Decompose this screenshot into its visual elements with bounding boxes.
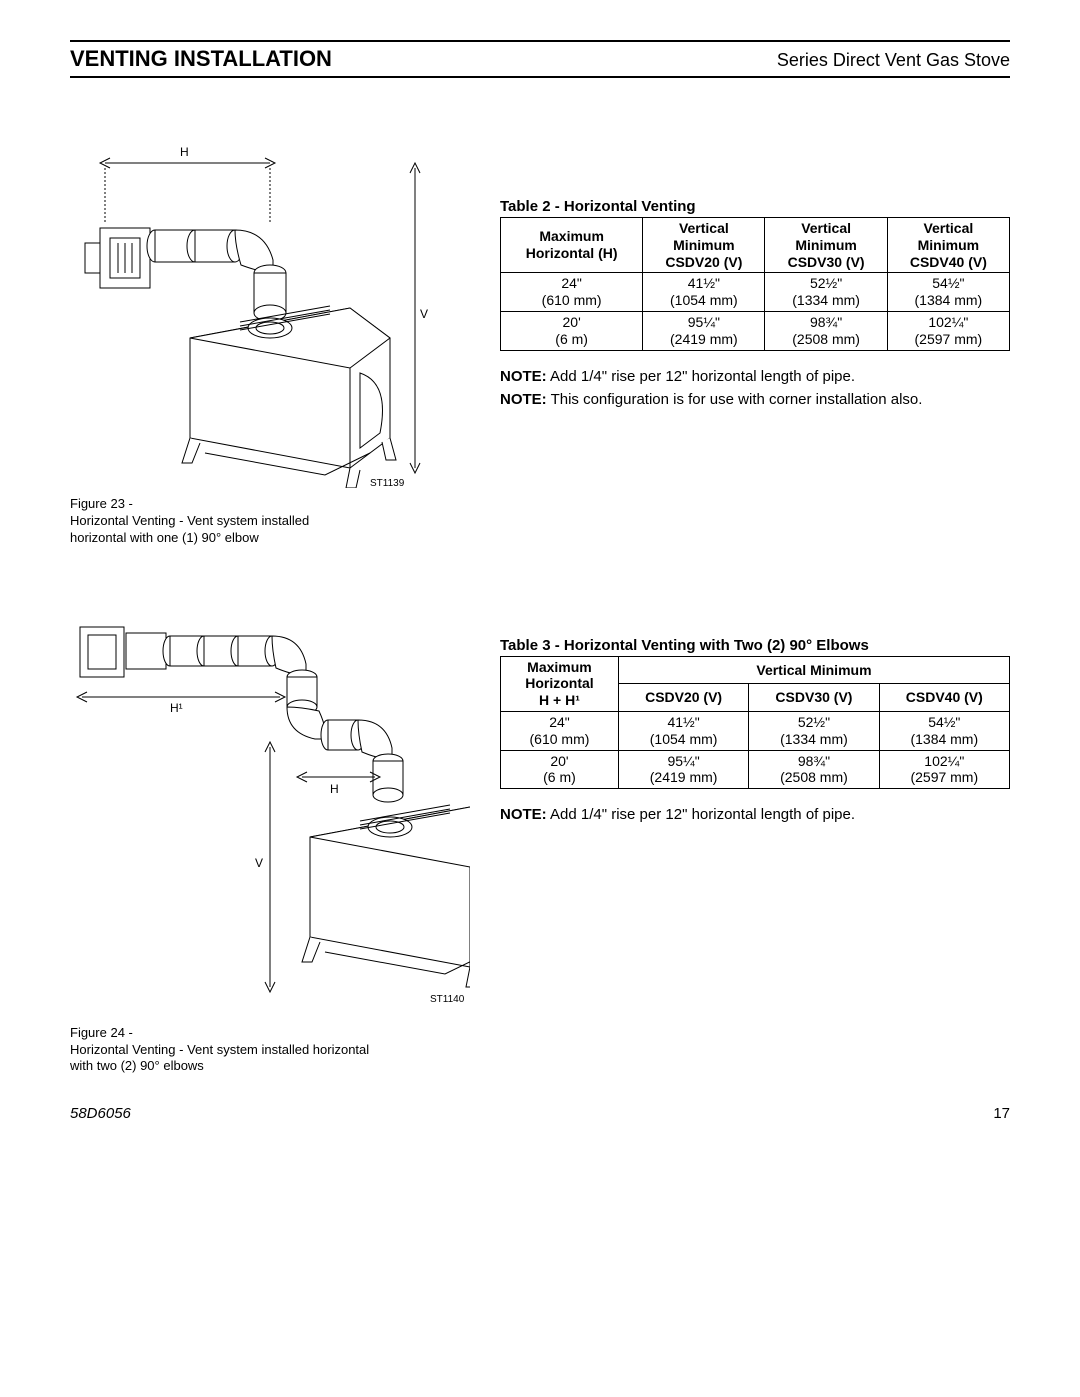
t3-h3: CSDV30 (V) (749, 684, 879, 712)
section-table2: V H ST1139 Figure 23 - Horizontal Ventin… (70, 108, 1010, 547)
figure23-caption: Figure 23 - Horizontal Venting - Vent sy… (70, 496, 470, 547)
page-header: VENTING INSTALLATION Series Direct Vent … (70, 40, 1010, 78)
dim-v-label: V (420, 307, 428, 321)
t3-h1: Maximum Horizontal H + H¹ (501, 656, 619, 711)
fig23-cap3: horizontal with one (1) 90° elbow (70, 530, 259, 545)
table2-note2: NOTE: This configuration is for use with… (500, 390, 1010, 410)
table-row: 20'(6 m) 95¼"(2419 mm) 98¾"(2508 mm) 102… (501, 311, 1010, 350)
dim-h-label: H (180, 145, 189, 159)
page-footer: 58D6056 17 (70, 1105, 1010, 1122)
t3-h2: CSDV20 (V) (618, 684, 748, 712)
fig24-cap1: Figure 24 - (70, 1025, 133, 1040)
dim-h-label2: H (330, 782, 339, 796)
t3-h4: CSDV40 (V) (879, 684, 1009, 712)
fig23-stnum: ST1139 (370, 478, 405, 488)
table2-title: Table 2 - Horizontal Venting (500, 198, 1010, 215)
table2-note1: NOTE: Add 1/4" rise per 12" horizontal l… (500, 367, 1010, 387)
dim-h1-label: H¹ (170, 701, 183, 715)
figure-23: V H ST1139 (70, 108, 430, 488)
table3: Maximum Horizontal H + H¹ Vertical Minim… (500, 656, 1010, 790)
dim-v-label2: V (255, 856, 263, 870)
table-row: 24"(610 mm) 41½"(1054 mm) 52½"(1334 mm) … (501, 712, 1010, 751)
header-right: Series Direct Vent Gas Stove (777, 50, 1010, 71)
t2-h2: Vertical Minimum CSDV20 (V) (643, 218, 765, 273)
table-row: 24"(610 mm) 41½"(1054 mm) 52½"(1334 mm) … (501, 273, 1010, 312)
table3-note1: NOTE: Add 1/4" rise per 12" horizontal l… (500, 805, 1010, 825)
section-table3: H¹ H V ST1140 Figure 24 - Horizontal Ven… (70, 597, 1010, 1076)
footer-pagenum: 17 (993, 1105, 1010, 1122)
t2-h4: Vertical Minimum CSDV40 (V) (887, 218, 1009, 273)
table-row: 20'(6 m) 95¼"(2419 mm) 98¾"(2508 mm) 102… (501, 750, 1010, 789)
figure24-caption: Figure 24 - Horizontal Venting - Vent sy… (70, 1025, 470, 1076)
fig23-cap2: Horizontal Venting - Vent system install… (70, 513, 309, 528)
fig23-cap1: Figure 23 - (70, 496, 133, 511)
figure-24: H¹ H V ST1140 (70, 597, 470, 1017)
t3-hspan: Vertical Minimum (618, 656, 1009, 684)
header-left: VENTING INSTALLATION (70, 46, 332, 72)
footer-docnum: 58D6056 (70, 1105, 131, 1122)
fig24-stnum: ST1140 (430, 994, 465, 1005)
t2-h1: Maximum Horizontal (H) (501, 218, 643, 273)
fig24-cap2: Horizontal Venting - Vent system install… (70, 1042, 369, 1057)
table2: Maximum Horizontal (H) Vertical Minimum … (500, 217, 1010, 351)
fig24-cap3: with two (2) 90° elbows (70, 1058, 204, 1073)
t2-h3: Vertical Minimum CSDV30 (V) (765, 218, 887, 273)
table3-title: Table 3 - Horizontal Venting with Two (2… (500, 637, 1010, 654)
